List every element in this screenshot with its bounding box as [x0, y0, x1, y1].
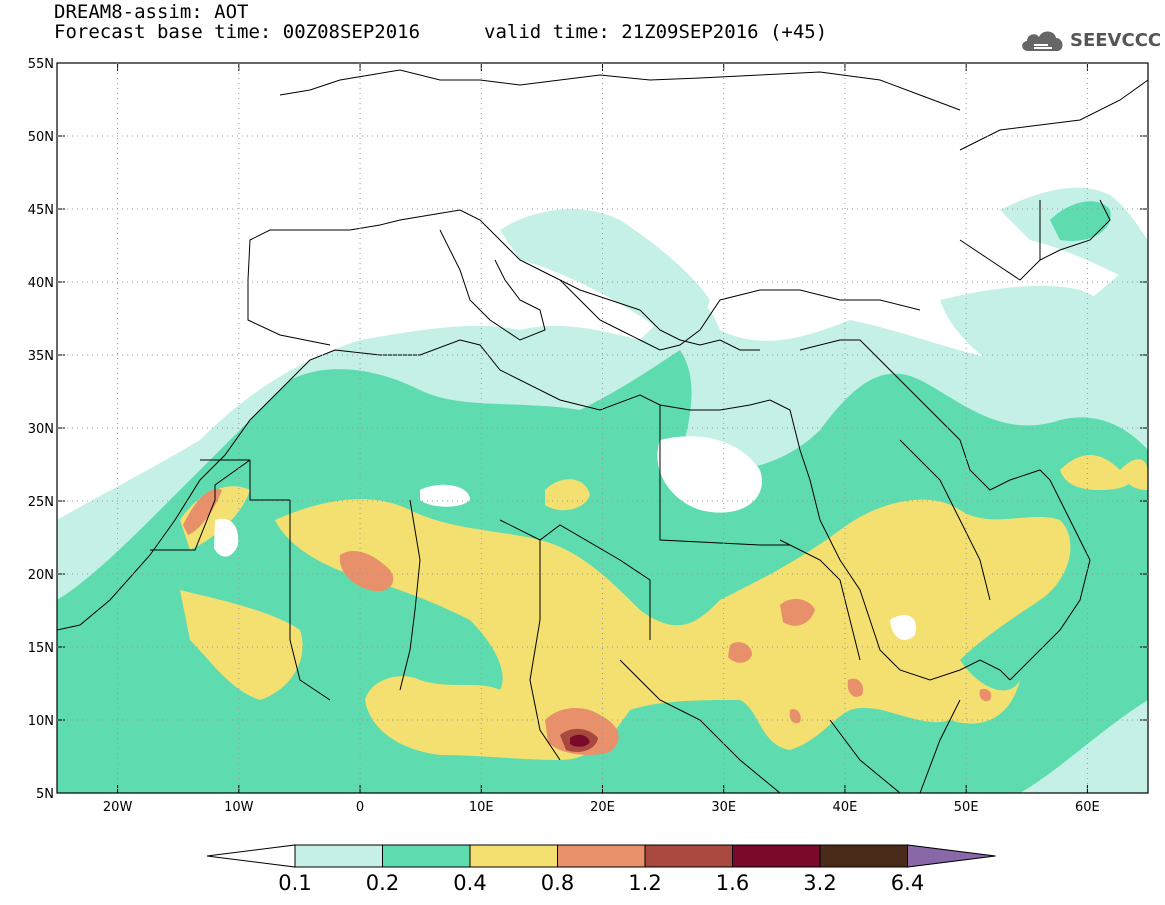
colorbar-segment	[382, 844, 471, 868]
lat-tick-label: 50N	[28, 130, 54, 145]
lon-tick-label: 10E	[469, 800, 494, 815]
colorbar-under-triangle	[206, 844, 296, 868]
colorbar-segment	[732, 844, 821, 868]
colorbar-segment	[557, 844, 646, 868]
lat-tick-label: 10N	[28, 714, 54, 729]
seevccc-logo: SEEVCCC	[1018, 24, 1161, 56]
colorbar-segment	[294, 844, 383, 868]
lon-tick-label: 60E	[1075, 800, 1100, 815]
coastlines	[57, 69, 1148, 793]
longitude-labels: 20W 10W 0 10E 20E 30E 40E 50E 60E	[103, 800, 1100, 815]
colorbar-segment	[469, 844, 558, 868]
lat-tick-label: 45N	[28, 203, 54, 218]
lat-tick-label: 15N	[28, 641, 54, 656]
latitude-labels: 5N 10N 15N 20N 25N 30N 35N 40N 45N 50N 55N	[28, 57, 54, 802]
lon-tick-label: 20W	[103, 800, 133, 815]
logo-text: SEEVCCC	[1070, 29, 1162, 51]
colorbar-over-triangle	[907, 844, 996, 868]
forecast-base-time: Forecast base time: 00Z08SEP2016	[54, 21, 421, 43]
axis-ticks	[57, 62, 1148, 794]
lat-tick-label: 20N	[28, 568, 54, 583]
cloud-icon	[1022, 31, 1063, 51]
lat-tick-label: 25N	[28, 495, 54, 510]
lat-tick-label: 5N	[36, 787, 54, 802]
lon-tick-label: 30E	[711, 800, 736, 815]
colorbar-label: 0.8	[541, 871, 574, 895]
lon-tick-label: 20E	[590, 800, 615, 815]
colorbar-label: 1.2	[628, 871, 661, 895]
colorbar-label: 0.4	[453, 871, 486, 895]
valid-time: valid time: 21Z09SEP2016 (+45)	[484, 21, 828, 43]
lat-tick-label: 35N	[28, 349, 54, 364]
colorbar-segment	[644, 844, 733, 868]
map-gridlines	[57, 63, 1148, 793]
colorbar	[206, 844, 996, 868]
lat-tick-label: 55N	[28, 57, 54, 72]
map-title: DREAM8-assim: AOT	[54, 1, 249, 23]
lon-tick-label: 50E	[954, 800, 979, 815]
colorbar-labels: 0.1 0.2 0.4 0.8 1.2 1.6 3.2 6.4	[278, 871, 924, 895]
lon-tick-label: 40E	[833, 800, 858, 815]
lat-tick-label: 40N	[28, 276, 54, 291]
colorbar-segment	[819, 844, 908, 868]
lon-tick-label: 0	[356, 800, 364, 815]
lon-tick-label: 10W	[224, 800, 254, 815]
lat-tick-label: 30N	[28, 422, 54, 437]
aot-fields	[57, 69, 1148, 793]
colorbar-label: 0.2	[366, 871, 399, 895]
colorbar-label: 1.6	[716, 871, 749, 895]
colorbar-label: 6.4	[891, 871, 924, 895]
colorbar-label: 0.1	[278, 871, 311, 895]
colorbar-label: 3.2	[803, 871, 836, 895]
